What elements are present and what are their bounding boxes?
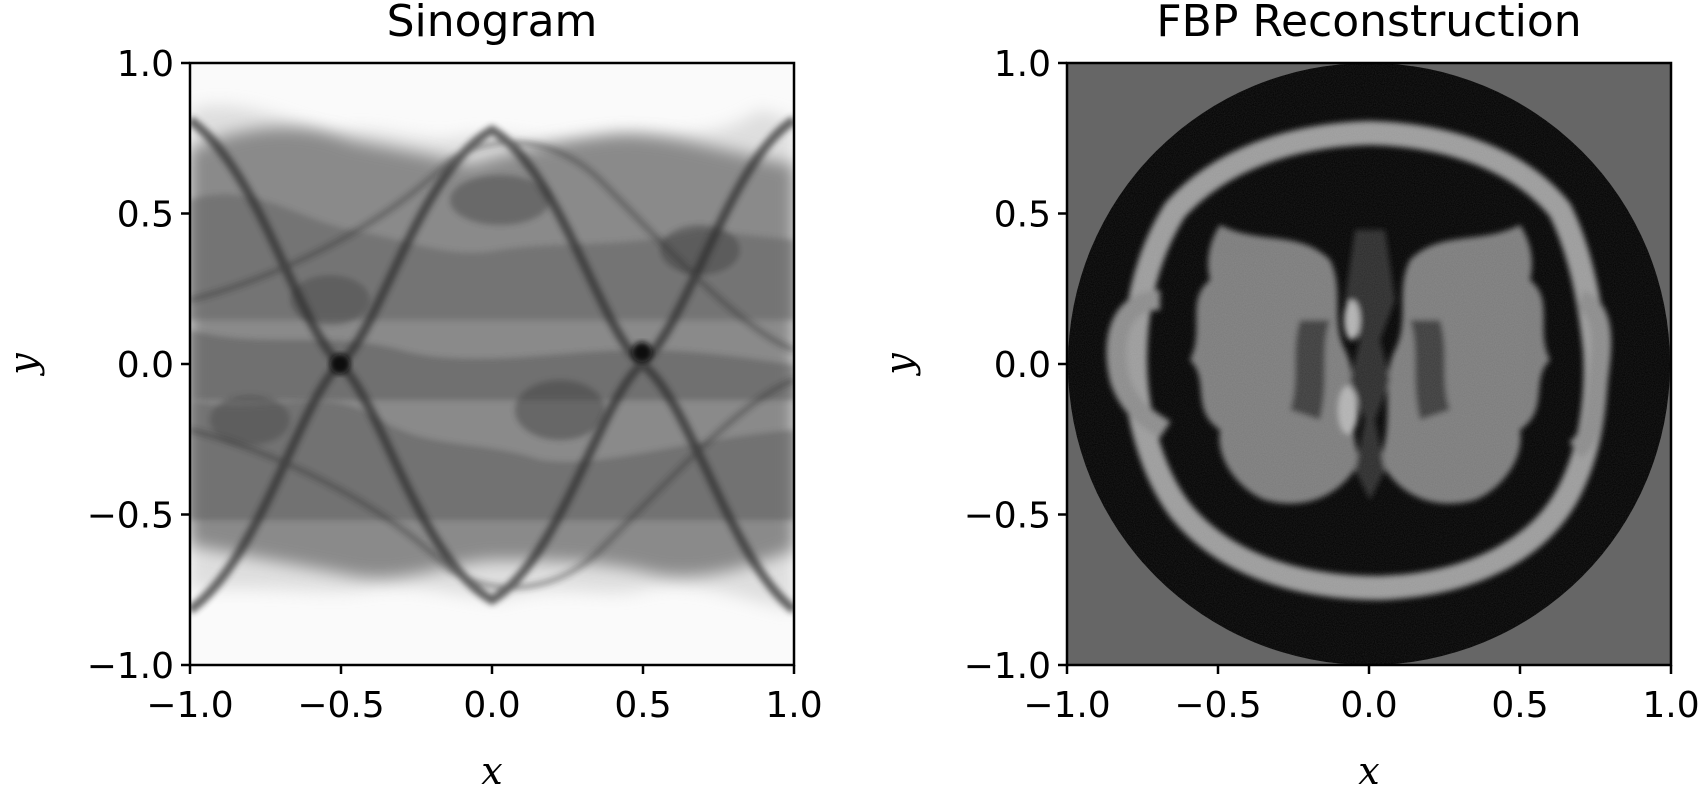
fbp-x-tick-label: 0.5 xyxy=(1491,685,1548,726)
fbp-x-axis-label: x xyxy=(1358,749,1379,793)
sinogram-y-tick-label: 0.0 xyxy=(117,345,174,386)
fbp-y-axis-label: y xyxy=(877,353,921,377)
fbp-y-tick-label: −1.0 xyxy=(964,646,1051,687)
sinogram-title: Sinogram xyxy=(387,0,598,47)
fbp-image xyxy=(1067,63,1671,665)
sinogram-x-tick-label: 1.0 xyxy=(765,685,822,726)
sinogram-y-tick-label: −1.0 xyxy=(87,646,174,687)
fbp-y-tick-label: 0.0 xyxy=(994,345,1051,386)
fbp-x-tick-label: −0.5 xyxy=(1174,685,1261,726)
sinogram-x-tick-label: −0.5 xyxy=(297,685,384,726)
fbp-x-tick-label: 1.0 xyxy=(1642,685,1699,726)
sinogram-y-tick-label: −0.5 xyxy=(87,496,174,537)
sinogram-y-ticks: −1.0 −0.5 0.0 0.5 1.0 xyxy=(87,44,190,687)
sinogram-x-axis-label: x xyxy=(481,749,502,793)
fbp-panel: FBP Reconstruction xyxy=(877,0,1700,793)
sinogram-x-ticks: −1.0 −0.5 0.0 0.5 1.0 xyxy=(146,665,823,726)
fbp-y-ticks: −1.0 −0.5 0.0 0.5 1.0 xyxy=(964,44,1067,687)
sinogram-y-tick-label: 0.5 xyxy=(117,195,174,236)
sinogram-panel: Sinogram xyxy=(1,0,823,793)
fbp-y-tick-label: 0.5 xyxy=(994,195,1051,236)
sinogram-y-axis-label: y xyxy=(1,353,45,377)
fbp-x-ticks: −1.0 −0.5 0.0 0.5 1.0 xyxy=(1023,665,1700,726)
sinogram-image xyxy=(190,63,794,665)
sinogram-x-tick-label: 0.5 xyxy=(614,685,671,726)
fbp-y-tick-label: 1.0 xyxy=(994,44,1051,85)
sinogram-x-tick-label: −1.0 xyxy=(146,685,233,726)
sinogram-y-tick-label: 1.0 xyxy=(117,44,174,85)
fbp-title: FBP Reconstruction xyxy=(1156,0,1581,47)
fbp-x-tick-label: 0.0 xyxy=(1340,685,1397,726)
fbp-x-tick-label: −1.0 xyxy=(1023,685,1110,726)
sinogram-x-tick-label: 0.0 xyxy=(463,685,520,726)
fbp-y-tick-label: −0.5 xyxy=(964,496,1051,537)
